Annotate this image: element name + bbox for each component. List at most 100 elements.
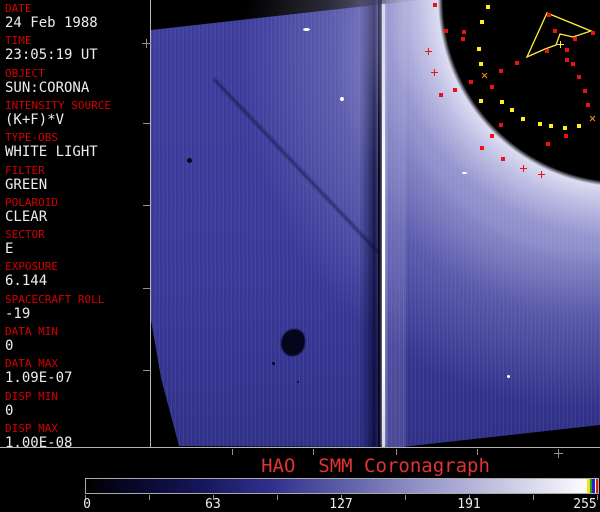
metadata-field: TYPE-OBS WHITE LIGHT — [5, 131, 150, 160]
star-marker-yellow — [563, 126, 567, 130]
metadata-field: POLAROID CLEAR — [5, 196, 150, 225]
field-label: SPACECRAFT ROLL — [5, 292, 105, 306]
metadata-field: DATA MAX 1.09E-07 — [5, 357, 150, 386]
star-marker-red — [515, 61, 519, 65]
bright-speck — [462, 172, 467, 174]
metadata-field: TIME 23:05:19 UT — [5, 34, 150, 63]
star-marker-red — [462, 30, 466, 34]
metadata-field: DISP MIN 0 — [5, 390, 150, 419]
constellation-polygon — [525, 12, 593, 59]
colorbar-tick — [341, 495, 342, 500]
metadata-field: DATE 24 Feb 1988 — [5, 2, 150, 31]
field-value: E — [5, 241, 14, 258]
star-marker-red-plus — [538, 171, 545, 178]
field-value: 0 — [5, 402, 14, 419]
star-marker-yellow — [500, 100, 504, 104]
star-marker-red — [499, 69, 503, 73]
bottom-axis-plus-tick — [554, 449, 563, 458]
coronagraph-image — [151, 0, 600, 447]
field-label: FILTER — [5, 163, 45, 177]
star-marker-yellow — [479, 62, 483, 66]
field-value: 6.144 — [5, 273, 48, 290]
field-label: DISP MIN — [5, 389, 58, 403]
metadata-field: FILTER GREEN — [5, 164, 150, 193]
field-value: (K+F)*V — [5, 111, 65, 128]
metadata-field: SECTOR E — [5, 228, 150, 257]
star-marker-yellow — [479, 99, 483, 103]
dark-speck — [272, 362, 275, 365]
bright-speck — [507, 375, 510, 378]
star-marker-red — [480, 146, 484, 150]
colorbar-tick — [213, 495, 214, 500]
star-marker-yellow — [549, 124, 553, 128]
field-value: CLEAR — [5, 208, 48, 225]
bottom-axis-tick — [232, 449, 233, 455]
field-label: EXPOSURE — [5, 260, 58, 274]
field-label: SECTOR — [5, 228, 45, 242]
dust-blob — [281, 329, 305, 356]
star-marker-red — [433, 3, 437, 7]
star-marker-yellow — [477, 47, 481, 51]
bottom-axis-tick — [396, 449, 397, 455]
star-marker-red — [490, 134, 494, 138]
dark-speck — [187, 158, 192, 163]
star-marker-red-plus — [425, 48, 432, 55]
star-marker-red — [499, 123, 503, 127]
field-value: WHITE LIGHT — [5, 144, 98, 161]
bright-speck — [303, 28, 310, 31]
bright-speck — [340, 97, 344, 101]
field-label: INTENSITY SOURCE — [5, 98, 111, 112]
field-value: 1.00E-08 — [5, 434, 73, 451]
colorbar-tick — [405, 495, 406, 500]
colorbar-tick-label: 0 — [83, 497, 91, 512]
colorbar-tick-label: 191 — [457, 497, 481, 512]
bottom-axis-tick — [477, 449, 478, 455]
star-marker-red — [564, 134, 568, 138]
metadata-field: OBJECT SUN:CORONA — [5, 67, 150, 96]
left-axis-tick — [143, 288, 150, 289]
star-marker-yellow — [486, 5, 490, 9]
metadata-field: DISP MAX 1.00E-08 — [5, 422, 150, 451]
field-value: 1.09E-07 — [5, 370, 73, 387]
star-marker-yellow-plus — [557, 41, 564, 48]
frame-left-border — [150, 0, 151, 448]
colorbar — [85, 478, 599, 494]
palette-overlay-stripe — [587, 479, 590, 493]
star-marker-red — [439, 93, 443, 97]
star-marker-red — [577, 75, 581, 79]
page-title: HAO SMM Coronagraph — [261, 455, 490, 477]
star-marker-red — [546, 142, 550, 146]
left-axis-plus-tick — [142, 39, 151, 48]
star-marker-red — [591, 31, 595, 35]
colorbar-tick — [469, 495, 470, 500]
dark-speck — [297, 381, 299, 383]
field-value: SUN:CORONA — [5, 79, 90, 96]
star-marker-yellow — [510, 108, 514, 112]
metadata-field: DATA MIN 0 — [5, 325, 150, 354]
star-marker-red — [444, 29, 448, 33]
star-marker-red — [573, 37, 577, 41]
palette-overlay-stripe — [595, 479, 596, 493]
star-marker-red — [565, 48, 569, 52]
field-value: GREEN — [5, 176, 48, 193]
star-marker-red — [461, 37, 465, 41]
star-marker-red — [571, 62, 575, 66]
left-axis-tick — [143, 205, 150, 206]
star-marker-red — [469, 80, 473, 84]
colorbar-tick-label: 63 — [205, 497, 221, 512]
field-label: DATA MAX — [5, 357, 58, 371]
palette-overlay-stripe — [596, 479, 598, 493]
colorbar-tick-label: 255 — [573, 497, 597, 512]
star-marker-red — [501, 157, 505, 161]
field-value: 24 Feb 1988 — [5, 15, 98, 31]
field-value: 0 — [5, 338, 14, 354]
star-marker-red — [553, 29, 557, 33]
star-polygon-overlay — [525, 12, 593, 59]
bottom-axis-tick — [313, 449, 314, 455]
left-axis-tick — [143, 123, 150, 124]
field-label: TIME — [5, 34, 32, 48]
field-label: DATA MIN — [5, 325, 58, 338]
colorbar-tick — [597, 495, 598, 500]
field-label: DISP MAX — [5, 421, 58, 435]
frame-bottom-border — [0, 447, 600, 448]
